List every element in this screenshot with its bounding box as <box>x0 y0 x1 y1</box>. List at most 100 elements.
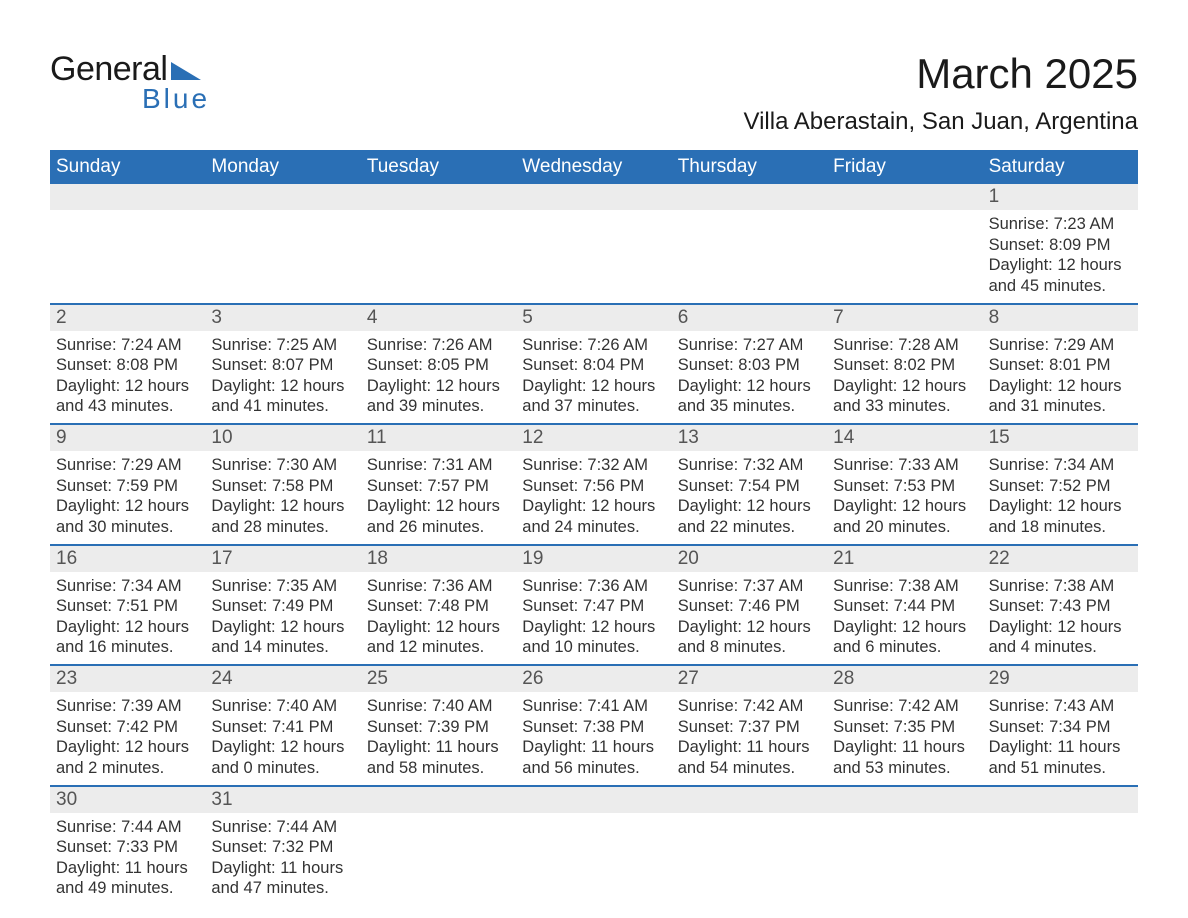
day-detail: Sunrise: 7:30 AMSunset: 7:58 PMDaylight:… <box>205 451 360 544</box>
day-sunrise: Sunrise: 7:27 AM <box>678 335 821 356</box>
day-number: 25 <box>361 666 516 692</box>
weekday-header: Tuesday <box>361 150 516 184</box>
weekday-header: Thursday <box>672 150 827 184</box>
location-subtitle: Villa Aberastain, San Juan, Argentina <box>744 108 1139 136</box>
day-number: 27 <box>672 666 827 692</box>
day-sunrise: Sunrise: 7:38 AM <box>989 576 1132 597</box>
day-sunset: Sunset: 7:46 PM <box>678 596 821 617</box>
day-dl1: Daylight: 12 hours <box>678 496 821 517</box>
day-dl2: and 41 minutes. <box>211 396 354 417</box>
day-dl1: Daylight: 12 hours <box>211 617 354 638</box>
day-detail: Sunrise: 7:23 AMSunset: 8:09 PMDaylight:… <box>983 210 1138 303</box>
day-dl2: and 45 minutes. <box>989 276 1132 297</box>
day-detail-strip: Sunrise: 7:24 AMSunset: 8:08 PMDaylight:… <box>50 331 1138 424</box>
day-dl1: Daylight: 12 hours <box>522 617 665 638</box>
day-sunset: Sunset: 8:02 PM <box>833 355 976 376</box>
day-detail: Sunrise: 7:34 AMSunset: 7:51 PMDaylight:… <box>50 572 205 665</box>
day-detail: Sunrise: 7:36 AMSunset: 7:48 PMDaylight:… <box>361 572 516 665</box>
day-number: 14 <box>827 425 982 451</box>
day-number: 22 <box>983 546 1138 572</box>
brand-logo: General Blue <box>50 50 210 115</box>
day-number: 31 <box>205 787 360 813</box>
day-detail: Sunrise: 7:40 AMSunset: 7:39 PMDaylight:… <box>361 692 516 785</box>
day-number: 6 <box>672 305 827 331</box>
day-sunset: Sunset: 8:04 PM <box>522 355 665 376</box>
day-sunset: Sunset: 7:35 PM <box>833 717 976 738</box>
day-dl2: and 14 minutes. <box>211 637 354 658</box>
day-number: 16 <box>50 546 205 572</box>
day-dl2: and 6 minutes. <box>833 637 976 658</box>
day-sunrise: Sunrise: 7:41 AM <box>522 696 665 717</box>
day-sunset: Sunset: 7:34 PM <box>989 717 1132 738</box>
day-number: 8 <box>983 305 1138 331</box>
day-sunset: Sunset: 7:59 PM <box>56 476 199 497</box>
day-number: 4 <box>361 305 516 331</box>
day-dl1: Daylight: 11 hours <box>211 858 354 879</box>
day-sunset: Sunset: 8:05 PM <box>367 355 510 376</box>
day-dl1: Daylight: 11 hours <box>522 737 665 758</box>
day-detail: Sunrise: 7:31 AMSunset: 7:57 PMDaylight:… <box>361 451 516 544</box>
day-number: 28 <box>827 666 982 692</box>
day-dl2: and 2 minutes. <box>56 758 199 779</box>
day-detail <box>361 813 516 906</box>
weekday-header: Wednesday <box>516 150 671 184</box>
day-dl1: Daylight: 12 hours <box>833 617 976 638</box>
day-sunset: Sunset: 8:03 PM <box>678 355 821 376</box>
day-sunset: Sunset: 7:38 PM <box>522 717 665 738</box>
day-sunrise: Sunrise: 7:37 AM <box>678 576 821 597</box>
day-dl1: Daylight: 11 hours <box>989 737 1132 758</box>
day-detail <box>361 210 516 303</box>
day-detail: Sunrise: 7:38 AMSunset: 7:43 PMDaylight:… <box>983 572 1138 665</box>
day-dl2: and 8 minutes. <box>678 637 821 658</box>
day-sunset: Sunset: 7:58 PM <box>211 476 354 497</box>
day-sunset: Sunset: 7:43 PM <box>989 596 1132 617</box>
day-detail: Sunrise: 7:34 AMSunset: 7:52 PMDaylight:… <box>983 451 1138 544</box>
day-dl2: and 43 minutes. <box>56 396 199 417</box>
day-dl2: and 54 minutes. <box>678 758 821 779</box>
day-dl1: Daylight: 12 hours <box>211 737 354 758</box>
day-sunrise: Sunrise: 7:30 AM <box>211 455 354 476</box>
day-number: 23 <box>50 666 205 692</box>
day-detail: Sunrise: 7:28 AMSunset: 8:02 PMDaylight:… <box>827 331 982 424</box>
day-detail <box>983 813 1138 906</box>
day-detail <box>827 210 982 303</box>
day-dl2: and 22 minutes. <box>678 517 821 538</box>
day-dl1: Daylight: 12 hours <box>56 737 199 758</box>
day-dl1: Daylight: 12 hours <box>56 496 199 517</box>
day-number <box>516 787 671 813</box>
day-dl1: Daylight: 12 hours <box>678 617 821 638</box>
day-dl2: and 18 minutes. <box>989 517 1132 538</box>
day-dl1: Daylight: 12 hours <box>56 617 199 638</box>
day-number: 24 <box>205 666 360 692</box>
day-dl1: Daylight: 12 hours <box>367 496 510 517</box>
day-detail: Sunrise: 7:44 AMSunset: 7:32 PMDaylight:… <box>205 813 360 906</box>
day-number <box>827 184 982 210</box>
weeks-container: 1Sunrise: 7:23 AMSunset: 8:09 PMDaylight… <box>50 184 1138 905</box>
day-sunset: Sunset: 7:32 PM <box>211 837 354 858</box>
day-sunrise: Sunrise: 7:42 AM <box>833 696 976 717</box>
week-row: 23242526272829Sunrise: 7:39 AMSunset: 7:… <box>50 664 1138 785</box>
day-number: 10 <box>205 425 360 451</box>
day-number: 12 <box>516 425 671 451</box>
day-number-strip: 9101112131415 <box>50 425 1138 451</box>
day-sunrise: Sunrise: 7:39 AM <box>56 696 199 717</box>
day-detail: Sunrise: 7:40 AMSunset: 7:41 PMDaylight:… <box>205 692 360 785</box>
day-sunset: Sunset: 7:49 PM <box>211 596 354 617</box>
day-sunrise: Sunrise: 7:26 AM <box>522 335 665 356</box>
day-detail: Sunrise: 7:43 AMSunset: 7:34 PMDaylight:… <box>983 692 1138 785</box>
day-dl2: and 20 minutes. <box>833 517 976 538</box>
day-dl1: Daylight: 12 hours <box>833 376 976 397</box>
day-sunrise: Sunrise: 7:36 AM <box>367 576 510 597</box>
day-dl1: Daylight: 12 hours <box>989 376 1132 397</box>
day-dl2: and 24 minutes. <box>522 517 665 538</box>
day-number <box>361 787 516 813</box>
day-detail: Sunrise: 7:25 AMSunset: 8:07 PMDaylight:… <box>205 331 360 424</box>
day-sunrise: Sunrise: 7:25 AM <box>211 335 354 356</box>
weekday-header: Monday <box>205 150 360 184</box>
day-sunrise: Sunrise: 7:42 AM <box>678 696 821 717</box>
day-dl2: and 10 minutes. <box>522 637 665 658</box>
calendar: Sunday Monday Tuesday Wednesday Thursday… <box>50 150 1138 905</box>
day-detail-strip: Sunrise: 7:44 AMSunset: 7:33 PMDaylight:… <box>50 813 1138 906</box>
day-number <box>361 184 516 210</box>
day-sunrise: Sunrise: 7:23 AM <box>989 214 1132 235</box>
